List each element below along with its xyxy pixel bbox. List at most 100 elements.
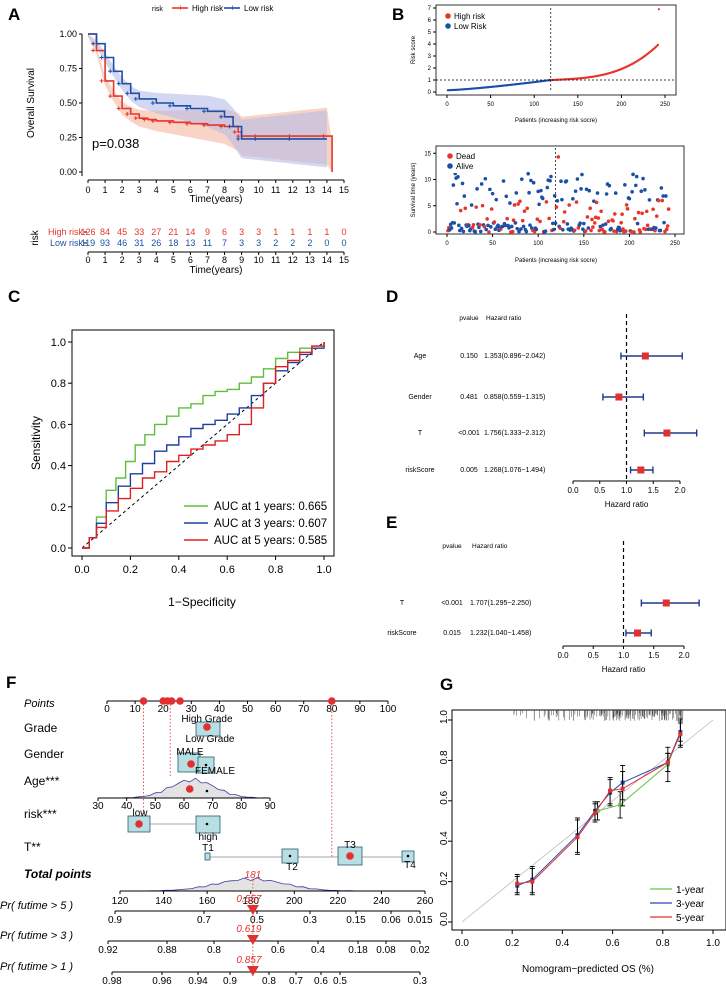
total-tick-label: 140 <box>155 896 172 907</box>
survival-point <box>519 227 523 231</box>
survival-point <box>463 206 468 211</box>
calibration-line <box>517 733 681 885</box>
age-tick-label: 60 <box>178 801 190 812</box>
survival-point <box>482 224 487 229</box>
x-tick-label: 100 <box>529 102 540 108</box>
hr-marker <box>662 599 670 607</box>
prob-tick-label: 0.6 <box>271 945 285 956</box>
x-axis-title: Nomogram−predicted OS (%) <box>522 964 654 975</box>
row-hr: 0.858(0.559−1.315) <box>484 394 545 401</box>
risk-x-tick-label: 11 <box>271 255 280 265</box>
risk-count: 3 <box>256 227 261 237</box>
y-tick-label: 0.8 <box>439 750 450 764</box>
legend-entry: Alive <box>456 162 474 171</box>
legend-entry: AUC at 5 years: 0.585 <box>214 535 327 547</box>
survival-point <box>587 188 592 193</box>
row-pvalue: 0.150 <box>460 353 478 360</box>
risk-score-point <box>656 43 660 46</box>
x-tick-label: 0.4 <box>555 938 569 949</box>
age-tick-label: 30 <box>92 801 104 812</box>
censor-mark <box>184 121 189 126</box>
x-tick-label: 0.5 <box>594 486 606 495</box>
censor-mark <box>219 124 224 129</box>
survival-point <box>513 221 518 225</box>
y-tick-label: 5 <box>428 204 432 210</box>
survival-point <box>639 189 644 193</box>
x-tick-label: 10 <box>254 185 264 195</box>
col-header-pvalue: pvalue <box>442 543 462 550</box>
survival-curve <box>88 33 327 140</box>
y-tick-label: 0.25 <box>59 133 77 143</box>
calibration-point <box>608 788 613 793</box>
survival-point <box>556 155 561 159</box>
survival-point <box>636 210 641 215</box>
legend-entry: 5-year <box>676 913 705 924</box>
y-tick-label: 7 <box>428 6 432 12</box>
censor-mark <box>184 106 189 111</box>
x-tick-label: 200 <box>624 241 635 247</box>
survival-point <box>564 179 569 183</box>
y-tick-label: 0.2 <box>439 871 450 885</box>
risk-count: 27 <box>151 227 161 237</box>
survival-point <box>473 229 478 234</box>
censor-mark <box>108 69 113 74</box>
survival-point <box>471 222 476 227</box>
survival-point <box>460 181 465 186</box>
risk-count: 31 <box>134 238 144 248</box>
prob-marker <box>246 935 259 945</box>
prob-tick-label: 0.96 <box>152 976 172 986</box>
points-tick-label: 50 <box>242 704 254 715</box>
x-tick-label: 1.5 <box>648 651 660 660</box>
risk-x-tick-label: 14 <box>322 255 332 265</box>
prob-marker <box>246 966 259 976</box>
censor-mark <box>142 117 147 122</box>
survival-point <box>617 225 622 230</box>
x-tick-label: 11 <box>271 185 280 195</box>
censor-mark <box>150 101 155 105</box>
x-tick-label: 0.0 <box>74 564 89 576</box>
risk-x-tick-label: 5 <box>171 255 176 265</box>
survival-point <box>624 203 629 207</box>
y-tick-label: 1.0 <box>51 337 66 349</box>
survival-point <box>522 209 527 213</box>
y-tick-label: 5 <box>428 30 432 36</box>
prob-row-name: Pr( futime > 5 ) <box>0 900 73 912</box>
survival-point <box>514 191 519 195</box>
risk-x-tick-label: 2 <box>120 255 125 265</box>
survival-point <box>549 174 553 179</box>
points-tick-label: 10 <box>130 704 142 715</box>
total-tick-label: 220 <box>330 896 347 907</box>
survival-point <box>479 182 484 186</box>
risk-count: 84 <box>100 227 110 237</box>
survival-point <box>665 224 670 228</box>
survival-point <box>527 190 531 195</box>
survival-point <box>560 197 564 202</box>
censor-mark <box>167 120 172 125</box>
survival-point <box>543 229 548 233</box>
censor-mark <box>91 48 96 53</box>
panel-c: 0.0 0.2 0.4 0.6 0.8 1.0 0.0 0.2 0.4 0.6 0.8 1.0 1−Sp… <box>29 329 335 609</box>
x-axis-title: 1−Specificity <box>168 595 236 609</box>
censor-mark <box>125 91 130 96</box>
calibration-point <box>593 810 598 815</box>
row-name: riskScore <box>405 467 434 474</box>
x-axis-title: Time(years) <box>190 194 243 205</box>
plot-frame <box>435 4 677 96</box>
risk-count: 1 <box>273 227 278 237</box>
survival-point <box>651 207 655 212</box>
x-tick-label: 12 <box>288 185 298 195</box>
prob-tick-label: 0.7 <box>197 915 211 926</box>
panel-b-top: 0 1 2 3 4 5 6 7 0 50 100 150 200 250 Patients (increas… <box>411 4 677 124</box>
survival-point <box>644 227 648 232</box>
survival-point <box>553 221 558 225</box>
survival-point <box>516 202 520 206</box>
x-tick-label: 1 <box>103 185 108 195</box>
survival-point <box>531 180 536 185</box>
risk-score-point <box>657 8 660 11</box>
points-tick-label: 30 <box>186 704 198 715</box>
survival-point <box>521 224 526 229</box>
y-tick-label: 0 <box>428 230 432 236</box>
x-tick-label: 0.0 <box>567 486 579 495</box>
survival-point <box>520 218 525 223</box>
nomogram-row-name: T** <box>24 840 41 854</box>
